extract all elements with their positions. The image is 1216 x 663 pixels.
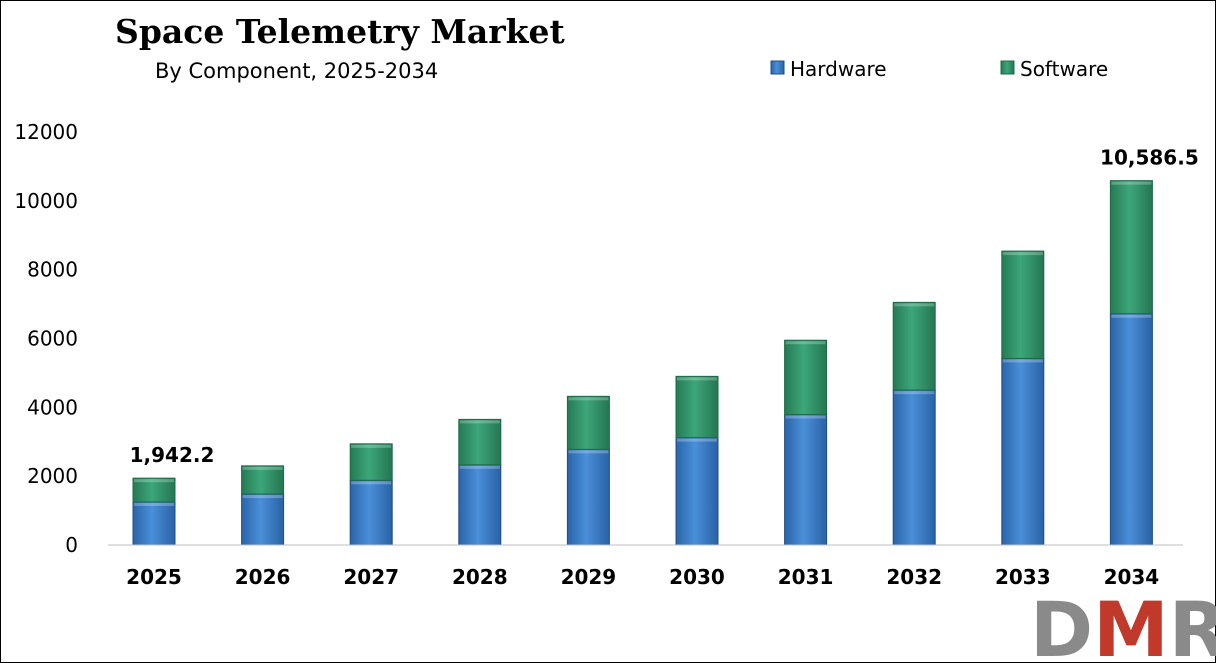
- bar-hardware-2030: [675, 437, 719, 546]
- x-tick-label-2030: 2030: [669, 565, 725, 589]
- data-labels: 1,942.2 10,586.5: [130, 146, 1199, 468]
- bar-hardware-2033: [1001, 357, 1045, 546]
- y-tick-label-4000: 4000: [27, 395, 78, 419]
- bar-software-2032: [892, 301, 936, 391]
- bar-hardware-2027: [349, 479, 393, 546]
- bar-highlight-software-2026: [242, 466, 283, 470]
- x-tick-label-2025: 2025: [126, 565, 182, 589]
- x-tick-label-2026: 2026: [235, 565, 291, 589]
- bar-software-2033: [1001, 250, 1045, 359]
- legend-swatch-hardware: [770, 60, 785, 75]
- bar-highlight-hardware-2028: [459, 465, 500, 469]
- bar-highlight-software-2031: [785, 341, 826, 345]
- bar-highlight-software-2030: [677, 377, 717, 381]
- bars: [132, 180, 1153, 546]
- bar-highlight-software-2025: [134, 479, 174, 483]
- bar-software-2028: [458, 418, 502, 466]
- x-tick-label-2027: 2027: [343, 565, 399, 589]
- bar-software-2025: [132, 477, 176, 503]
- x-axis: 2025 2026 2027 2028 2029 2030 2031 2032 2033 2034: [126, 565, 1159, 589]
- y-tick-label-10000: 10000: [14, 189, 78, 213]
- legend-swatch-software: [1000, 60, 1015, 75]
- bar-software-2026: [241, 465, 285, 495]
- bar-software-2027: [349, 443, 393, 481]
- legend: Hardware Software: [770, 57, 1108, 81]
- bar-highlight-hardware-2027: [351, 481, 392, 485]
- bar-highlight-hardware-2029: [568, 450, 609, 454]
- x-tick-label-2029: 2029: [561, 565, 617, 589]
- y-axis: 0 2000 4000 6000 8000 10000 12000: [14, 120, 78, 557]
- legend-label-software: Software: [1020, 57, 1108, 81]
- bar-hardware-2029: [566, 448, 610, 546]
- bar-hardware-2028: [458, 464, 502, 546]
- x-tick-label-2033: 2033: [995, 565, 1051, 589]
- bar-hardware-2026: [241, 493, 285, 546]
- bar-hardware-2034: [1109, 313, 1153, 546]
- chart-subtitle: By Component, 2025-2034: [155, 59, 438, 83]
- data-label-2025: 1,942.2: [130, 443, 215, 467]
- x-tick-label-2031: 2031: [778, 565, 834, 589]
- bar-highlight-software-2034: [1111, 181, 1152, 185]
- bar-highlight-software-2028: [459, 420, 500, 424]
- bar-highlight-hardware-2031: [785, 415, 826, 419]
- legend-item-hardware: Hardware: [770, 57, 887, 81]
- x-tick-label-2028: 2028: [452, 565, 508, 589]
- bar-highlight-hardware-2025: [134, 502, 174, 506]
- logo-letter-d: D: [1030, 585, 1093, 663]
- legend-item-software: Software: [1000, 57, 1108, 81]
- bar-highlight-software-2027: [351, 444, 392, 448]
- x-tick-label-2034: 2034: [1104, 565, 1160, 589]
- bar-highlight-hardware-2032: [894, 391, 935, 395]
- dmr-logo: DMR: [1030, 585, 1216, 663]
- bar-software-2030: [675, 375, 719, 439]
- chart-title: Space Telemetry Market: [115, 12, 566, 51]
- bar-hardware-2025: [132, 501, 176, 546]
- logo-letter-m: M: [1093, 585, 1169, 663]
- bar-highlight-hardware-2026: [242, 495, 283, 499]
- data-label-2034: 10,586.5: [1100, 146, 1199, 170]
- logo-letter-r: R: [1169, 585, 1216, 663]
- y-tick-label-8000: 8000: [27, 258, 78, 282]
- bar-highlight-hardware-2034: [1111, 314, 1152, 318]
- bar-software-2031: [784, 339, 828, 416]
- y-tick-label-12000: 12000: [14, 120, 78, 144]
- bar-highlight-hardware-2033: [1002, 359, 1043, 363]
- bar-software-2029: [566, 395, 610, 450]
- bar-hardware-2031: [784, 414, 828, 546]
- bar-highlight-software-2032: [894, 303, 935, 307]
- bar-software-2034: [1109, 180, 1153, 315]
- y-tick-label-2000: 2000: [27, 464, 78, 488]
- y-tick-label-6000: 6000: [27, 327, 78, 351]
- y-tick-label-0: 0: [65, 533, 78, 557]
- legend-label-hardware: Hardware: [790, 57, 887, 81]
- bar-highlight-hardware-2030: [677, 438, 717, 442]
- bar-hardware-2032: [892, 389, 936, 546]
- bar-highlight-software-2033: [1002, 252, 1043, 256]
- svg-text:DMR: DMR: [1030, 585, 1216, 663]
- bar-highlight-software-2029: [568, 397, 609, 401]
- x-tick-label-2032: 2032: [886, 565, 942, 589]
